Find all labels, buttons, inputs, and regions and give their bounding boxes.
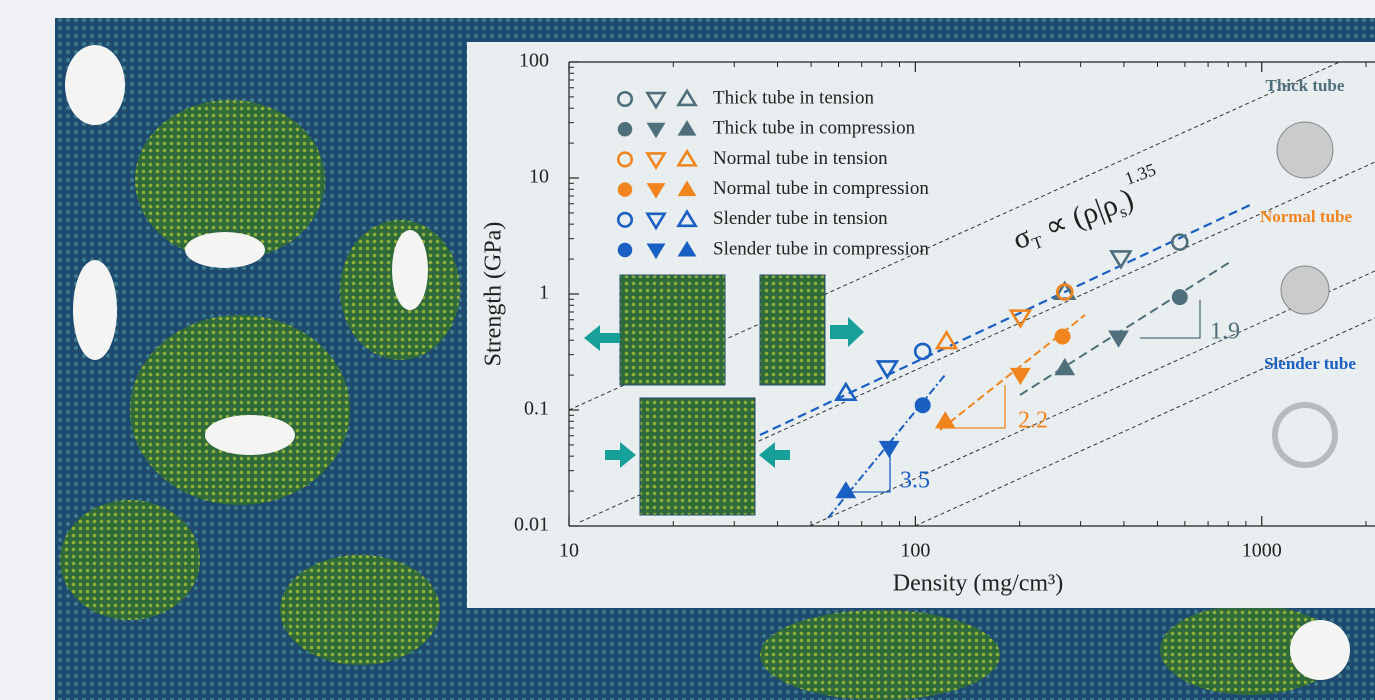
x-tick-label: 100 (900, 540, 930, 562)
inset-tension (584, 275, 864, 385)
x-tick-label: 10 (559, 540, 579, 562)
data-point (915, 398, 930, 413)
inset-label: Slender tube (1264, 354, 1356, 373)
legend-marker (618, 183, 632, 197)
figure: Thick tube Normal tube Slender tube 1.9 … (0, 0, 1375, 700)
legend-label: Slender tube in tension (713, 208, 888, 229)
x-axis-label: Density (mg/cm³) (893, 571, 1064, 597)
data-point (1172, 290, 1187, 305)
y-tick-label: 10 (529, 166, 549, 188)
slope-label: 1.9 (1210, 319, 1240, 345)
y-tick-label: 0.01 (514, 514, 549, 536)
y-axis-label: Strength (GPa) (481, 222, 507, 367)
y-tick-label: 0.1 (524, 398, 549, 420)
legend-label: Slender tube in compression (713, 238, 929, 259)
slope-label: 3.5 (900, 468, 930, 494)
y-tick-label: 100 (519, 50, 549, 72)
legend-label: Thick tube in compression (713, 118, 916, 139)
legend-label: Normal tube in compression (713, 178, 929, 199)
x-tick-label: 1000 (1242, 540, 1282, 562)
legend-label: Thick tube in tension (713, 87, 874, 108)
legend-marker (618, 122, 632, 136)
slope-label: 2.2 (1018, 408, 1048, 434)
legend-marker (618, 243, 632, 257)
inset-label: Thick tube (1266, 76, 1345, 95)
inset-label: Normal tube (1260, 207, 1353, 226)
y-tick-label: 1 (539, 282, 549, 304)
data-point (1055, 329, 1070, 344)
legend-label: Normal tube in tension (713, 148, 888, 169)
